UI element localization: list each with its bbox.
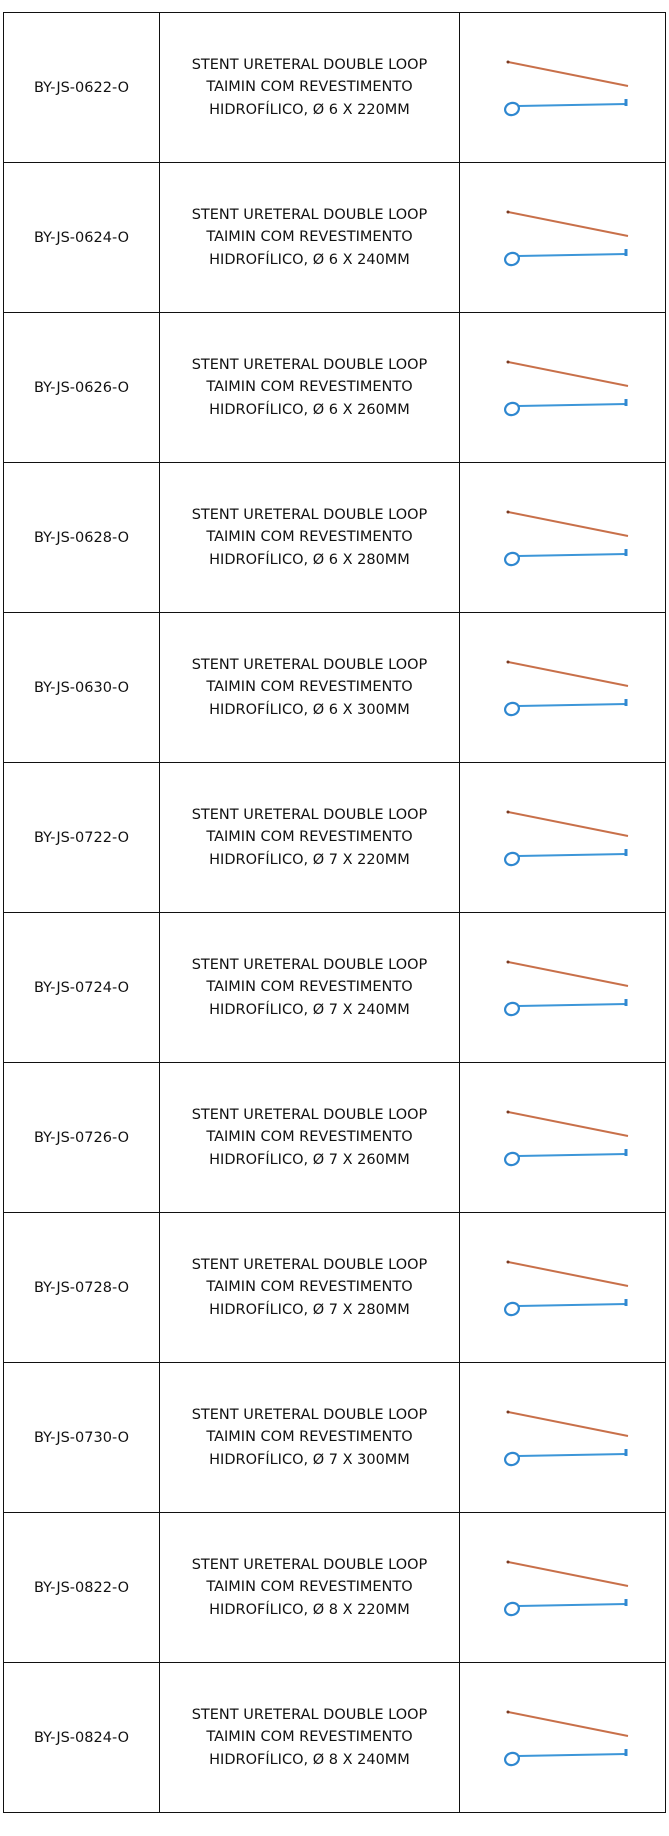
description-line: HIDROFÍLICO, Ø 7 X 220MM xyxy=(209,851,410,868)
product-image xyxy=(459,12,666,163)
description-line: HIDROFÍLICO, Ø 8 X 240MM xyxy=(209,1751,410,1768)
description-line: HIDROFÍLICO, Ø 7 X 260MM xyxy=(209,1151,410,1168)
stent-image xyxy=(503,1260,628,1316)
description-line: HIDROFÍLICO, Ø 6 X 300MM xyxy=(209,701,410,718)
table-row: BY-JS-0722-O STENT URETERAL DOUBLE LOOP TA… xyxy=(3,762,666,913)
description-line: TAIMIN COM REVESTIMENTO xyxy=(206,679,413,696)
description-line: STENT URETERAL DOUBLE LOOP xyxy=(191,956,428,973)
description-line: STENT URETERAL DOUBLE LOOP xyxy=(191,206,428,223)
product-code: BY-JS-0622-O xyxy=(3,12,160,163)
product-code: BY-JS-0728-O xyxy=(3,1212,160,1363)
description-line: TAIMIN COM REVESTIMENTO xyxy=(206,979,413,996)
description-line: HIDROFÍLICO, Ø 7 X 240MM xyxy=(209,1001,410,1018)
description-line: TAIMIN COM REVESTIMENTO xyxy=(206,1279,413,1296)
product-description: STENT URETERAL DOUBLE LOOP TAIMIN COM REV… xyxy=(159,912,460,1063)
stent-image xyxy=(503,960,628,1016)
stent-image xyxy=(503,1410,628,1466)
product-image xyxy=(459,312,666,463)
table-row: BY-JS-0622-O STENT URETERAL DOUBLE LOOP TA… xyxy=(3,12,666,163)
description-line: STENT URETERAL DOUBLE LOOP xyxy=(191,1106,428,1123)
description-line: STENT URETERAL DOUBLE LOOP xyxy=(191,1706,428,1723)
description-line: HIDROFÍLICO, Ø 6 X 260MM xyxy=(209,401,410,418)
product-code: BY-JS-0624-O xyxy=(3,162,160,313)
product-description: STENT URETERAL DOUBLE LOOP TAIMIN COM REV… xyxy=(159,612,460,763)
product-description: STENT URETERAL DOUBLE LOOP TAIMIN COM REV… xyxy=(159,1062,460,1213)
table-row: BY-JS-0726-O STENT URETERAL DOUBLE LOOP TA… xyxy=(3,1062,666,1213)
stent-image xyxy=(503,1110,628,1166)
stent-image xyxy=(503,510,628,566)
description-line: STENT URETERAL DOUBLE LOOP xyxy=(191,1406,428,1423)
product-image xyxy=(459,1212,666,1363)
product-code: BY-JS-0726-O xyxy=(3,1062,160,1213)
description-line: STENT URETERAL DOUBLE LOOP xyxy=(191,656,428,673)
product-code: BY-JS-0730-O xyxy=(3,1362,160,1513)
product-code: BY-JS-0630-O xyxy=(3,612,160,763)
description-line: HIDROFÍLICO, Ø 7 X 300MM xyxy=(209,1451,410,1468)
product-table: BY-JS-0622-O STENT URETERAL DOUBLE LOOP TA… xyxy=(3,12,666,1813)
product-image xyxy=(459,912,666,1063)
stent-image xyxy=(503,210,628,266)
description-line: HIDROFÍLICO, Ø 7 X 280MM xyxy=(209,1301,410,1318)
stent-image xyxy=(503,1560,628,1616)
description-line: TAIMIN COM REVESTIMENTO xyxy=(206,529,413,546)
table-row: BY-JS-0628-O STENT URETERAL DOUBLE LOOP TA… xyxy=(3,462,666,613)
product-description: STENT URETERAL DOUBLE LOOP TAIMIN COM REV… xyxy=(159,1212,460,1363)
table-row: BY-JS-0630-O STENT URETERAL DOUBLE LOOP TA… xyxy=(3,612,666,763)
product-code: BY-JS-0724-O xyxy=(3,912,160,1063)
description-line: TAIMIN COM REVESTIMENTO xyxy=(206,229,413,246)
table-row: BY-JS-0728-O STENT URETERAL DOUBLE LOOP TA… xyxy=(3,1212,666,1363)
product-image xyxy=(459,1362,666,1513)
description-line: TAIMIN COM REVESTIMENTO xyxy=(206,1579,413,1596)
description-line: HIDROFÍLICO, Ø 8 X 220MM xyxy=(209,1601,410,1618)
table-row: BY-JS-0626-O STENT URETERAL DOUBLE LOOP TA… xyxy=(3,312,666,463)
product-description: STENT URETERAL DOUBLE LOOP TAIMIN COM REV… xyxy=(159,1362,460,1513)
table-row: BY-JS-0730-O STENT URETERAL DOUBLE LOOP TA… xyxy=(3,1362,666,1513)
product-description: STENT URETERAL DOUBLE LOOP TAIMIN COM REV… xyxy=(159,312,460,463)
product-image xyxy=(459,1512,666,1663)
product-code: BY-JS-0626-O xyxy=(3,312,160,463)
product-image xyxy=(459,1662,666,1813)
description-line: HIDROFÍLICO, Ø 6 X 280MM xyxy=(209,551,410,568)
product-code: BY-JS-0722-O xyxy=(3,762,160,913)
product-description: STENT URETERAL DOUBLE LOOP TAIMIN COM REV… xyxy=(159,762,460,913)
product-code: BY-JS-0628-O xyxy=(3,462,160,613)
description-line: STENT URETERAL DOUBLE LOOP xyxy=(191,356,428,373)
description-line: TAIMIN COM REVESTIMENTO xyxy=(206,1129,413,1146)
product-image xyxy=(459,762,666,913)
product-description: STENT URETERAL DOUBLE LOOP TAIMIN COM REV… xyxy=(159,462,460,613)
description-line: STENT URETERAL DOUBLE LOOP xyxy=(191,506,428,523)
description-line: TAIMIN COM REVESTIMENTO xyxy=(206,379,413,396)
product-description: STENT URETERAL DOUBLE LOOP TAIMIN COM REV… xyxy=(159,162,460,313)
stent-image xyxy=(503,810,628,866)
description-line: TAIMIN COM REVESTIMENTO xyxy=(206,79,413,96)
stent-image xyxy=(503,660,628,716)
description-line: TAIMIN COM REVESTIMENTO xyxy=(206,1729,413,1746)
table-row: BY-JS-0824-O STENT URETERAL DOUBLE LOOP TA… xyxy=(3,1662,666,1813)
description-line: STENT URETERAL DOUBLE LOOP xyxy=(191,1556,428,1573)
description-line: HIDROFÍLICO, Ø 6 X 220MM xyxy=(209,101,410,118)
product-code: BY-JS-0822-O xyxy=(3,1512,160,1663)
product-image xyxy=(459,1062,666,1213)
stent-image xyxy=(503,360,628,416)
product-description: STENT URETERAL DOUBLE LOOP TAIMIN COM REV… xyxy=(159,1512,460,1663)
description-line: STENT URETERAL DOUBLE LOOP xyxy=(191,56,428,73)
product-image xyxy=(459,462,666,613)
product-image xyxy=(459,162,666,313)
description-line: STENT URETERAL DOUBLE LOOP xyxy=(191,806,428,823)
product-description: STENT URETERAL DOUBLE LOOP TAIMIN COM REV… xyxy=(159,12,460,163)
table-row: BY-JS-0624-O STENT URETERAL DOUBLE LOOP TA… xyxy=(3,162,666,313)
description-line: TAIMIN COM REVESTIMENTO xyxy=(206,829,413,846)
stent-image xyxy=(503,60,628,116)
stent-image xyxy=(503,1710,628,1766)
product-description: STENT URETERAL DOUBLE LOOP TAIMIN COM REV… xyxy=(159,1662,460,1813)
description-line: TAIMIN COM REVESTIMENTO xyxy=(206,1429,413,1446)
description-line: HIDROFÍLICO, Ø 6 X 240MM xyxy=(209,251,410,268)
table-row: BY-JS-0822-O STENT URETERAL DOUBLE LOOP TA… xyxy=(3,1512,666,1663)
table-row: BY-JS-0724-O STENT URETERAL DOUBLE LOOP TA… xyxy=(3,912,666,1063)
description-line: STENT URETERAL DOUBLE LOOP xyxy=(191,1256,428,1273)
product-image xyxy=(459,612,666,763)
product-code: BY-JS-0824-O xyxy=(3,1662,160,1813)
